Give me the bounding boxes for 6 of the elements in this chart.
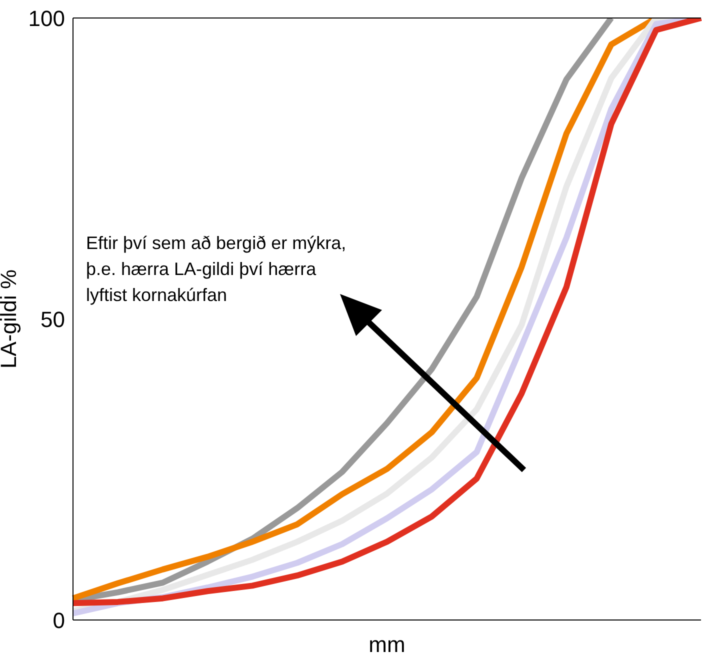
y-axis-title: LA-gildi % xyxy=(0,269,21,369)
annotation: Eftir því sem að bergið er mýkra, þ.e. hærra LA-gildi því hærra lyftist kornakúrfan xyxy=(86,232,346,307)
y-tick-label: 100 xyxy=(28,6,65,31)
x-axis-title: mm xyxy=(368,632,406,656)
y-tick-label: 50 xyxy=(40,306,65,332)
y-tick-label: 0 xyxy=(52,608,65,633)
